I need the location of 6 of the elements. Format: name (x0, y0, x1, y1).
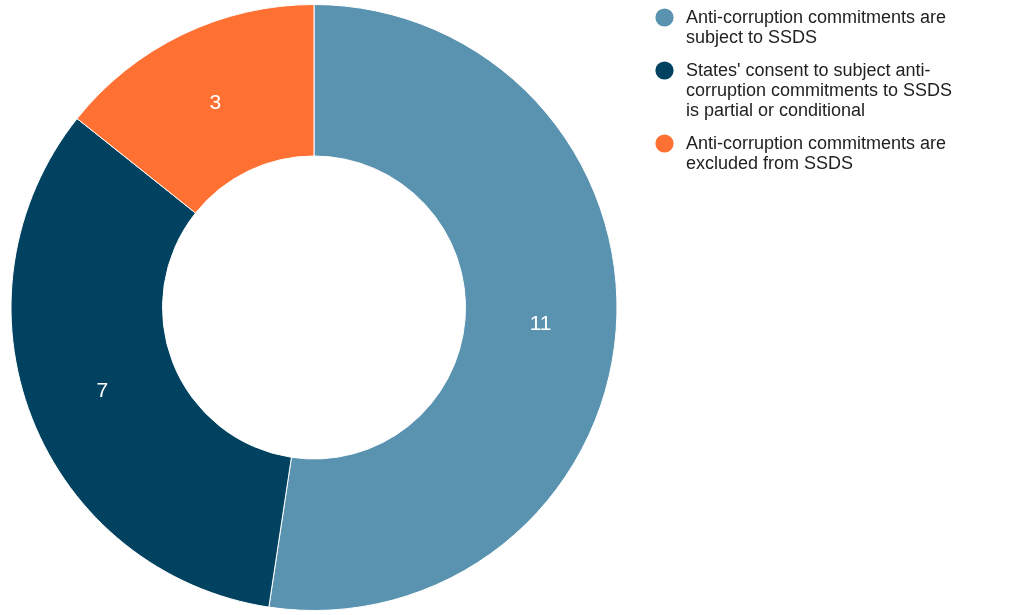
data-label: 7 (96, 377, 109, 401)
legend-label: Anti-corruption commitments are subject to SSDS (686, 6, 947, 47)
data-label: 11 (529, 311, 552, 335)
data-label: 3 (209, 89, 222, 113)
legend-label: Anti-corruption commitments are excluded from SSDS (686, 132, 947, 173)
legend-label: States' consent to subject anti-corruption commitments to SSDS is partial or conditional (686, 59, 953, 120)
